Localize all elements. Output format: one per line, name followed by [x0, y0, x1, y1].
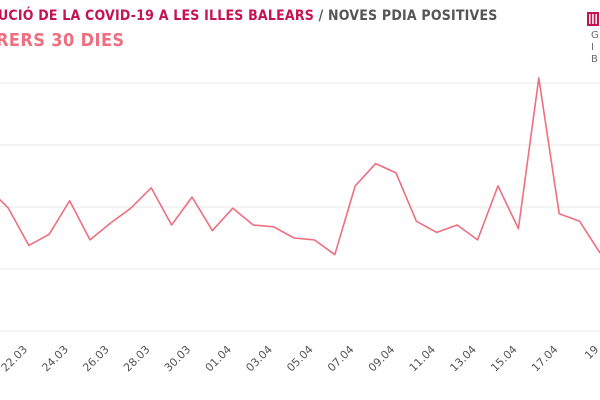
x-tick-label: 22.03	[0, 343, 30, 374]
x-tick-label: 01.04	[203, 343, 234, 374]
title-sub: NOVES PDIA POSITIVES	[328, 8, 498, 24]
grid-layer	[0, 82, 600, 332]
chart-title: UCIÓ DE LA COVID-19 A LES ILLES BALEARS …	[0, 8, 498, 24]
subtitle-text: RERS 30 DIES	[0, 30, 125, 51]
logo-letter-g: G	[591, 30, 600, 41]
x-tick-label: 28.03	[121, 343, 152, 374]
x-tick-label: 17.04	[529, 343, 560, 374]
x-axis-ticks: 22.03 24.03 26.03 28.03 30.03 01.04 03.04 05.04…	[0, 343, 600, 374]
logo-letter-b: B	[591, 54, 599, 65]
x-tick-label: 24.03	[39, 343, 70, 374]
x-tick-label: 03.04	[243, 343, 274, 374]
x-tick-label: 13.04	[447, 343, 478, 374]
title-separator: /	[318, 8, 324, 24]
govern-logo: G I B	[584, 8, 600, 65]
x-tick-label: 07.04	[325, 343, 356, 374]
series-line	[0, 77, 600, 256]
x-tick-label: 15.04	[488, 343, 519, 374]
x-tick-label: 05.04	[284, 343, 315, 374]
title-main: UCIÓ DE LA COVID-19 A LES ILLES BALEARS	[0, 8, 315, 24]
x-tick-label: 19	[582, 343, 600, 362]
logo-mark-icon	[587, 12, 599, 26]
logo-letter-i: I	[591, 42, 595, 53]
x-tick-label: 30.03	[162, 343, 193, 374]
x-tick-label: 11.04	[407, 343, 438, 374]
x-tick-label: 09.04	[366, 343, 397, 374]
chart-subtitle: RERS 30 DIES	[0, 30, 124, 51]
x-tick-label: 26.03	[80, 343, 111, 374]
series-layer	[0, 77, 600, 256]
